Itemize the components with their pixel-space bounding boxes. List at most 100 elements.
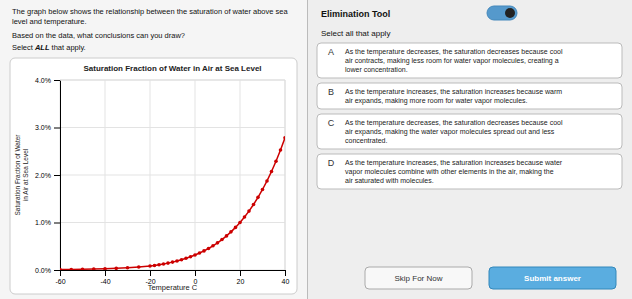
data-point: [175, 259, 179, 263]
x-axis-line: [61, 270, 286, 271]
submit-button-box[interactable]: [489, 267, 616, 289]
answer-option-box[interactable]: [317, 114, 622, 149]
elimination-tool-label: Elimination Tool: [321, 9, 390, 19]
x-tick-mark: [285, 270, 286, 276]
data-point: [229, 230, 233, 234]
data-point: [126, 266, 130, 270]
data-point: [103, 267, 107, 270]
x-tick: 40: [282, 270, 290, 285]
text-line: Based on the data, what conclusions can …: [12, 31, 185, 40]
data-point: [189, 255, 193, 259]
data-point: [238, 221, 242, 225]
data-point: [211, 244, 215, 248]
data-point: [202, 249, 206, 253]
y-grid-line: [60, 175, 285, 176]
y-tick: 3.0%: [35, 124, 60, 131]
select-bold: ALL: [34, 43, 50, 52]
toggle-knob[interactable]: [505, 8, 515, 18]
grid: [60, 80, 285, 270]
answer-option-text: As the temperature decreases, the satura…: [345, 48, 563, 73]
data-point: [207, 247, 211, 251]
text-line: in Air at Sea Level: [22, 148, 29, 201]
submit-button[interactable]: Submit answer: [489, 267, 616, 289]
skip-button-label: Skip For Now: [394, 274, 442, 283]
data-point: [157, 263, 161, 267]
data-point: [180, 258, 184, 262]
text-line: Saturation Fraction of Water: [14, 134, 21, 216]
plot-frame-top: [60, 80, 285, 81]
select-text: Select: [12, 43, 35, 52]
x-grid-line: [195, 80, 196, 270]
text-line: air expands, making the water vapor mole…: [345, 128, 555, 136]
x-tick-label: -40: [100, 278, 110, 285]
answer-option[interactable]: BAs the temperature increases, the satur…: [317, 83, 622, 109]
left-panel: [0, 0, 307, 299]
x-tick-mark: [195, 270, 196, 276]
plot-frame-right: [285, 80, 286, 270]
answer-option-text: As the temperature decreases, the satura…: [345, 119, 563, 144]
answer-option[interactable]: AAs the temperature decreases, the satur…: [317, 43, 622, 78]
data-point: [166, 261, 170, 265]
text-line: concentrated.: [345, 137, 387, 144]
data-point: [261, 188, 265, 192]
panel-divider: [307, 0, 308, 299]
toggle-switch[interactable]: [487, 6, 517, 20]
data-point: [279, 148, 283, 152]
x-grid-line: [285, 80, 286, 270]
x-grid-line: [105, 80, 106, 270]
data-point: [252, 203, 256, 207]
answer-option[interactable]: CAs the temperature decreases, the satur…: [317, 114, 622, 149]
answer-option[interactable]: D As the temperature increases, the satur…: [317, 154, 622, 189]
text-line: As the temperature decreases, the satura…: [345, 48, 563, 56]
data-point: [265, 179, 269, 183]
y-axis: 0.0%1.0%2.0%3.0%4.0%: [35, 77, 60, 274]
data-point: [234, 226, 238, 230]
y-tick-mark: [54, 175, 60, 176]
data-point: [225, 234, 229, 238]
y-tick-mark: [54, 80, 60, 81]
data-point: [216, 241, 220, 245]
text-line: The graph below shows the relationship b…: [12, 7, 288, 16]
answer-option-box[interactable]: [317, 83, 622, 109]
right-panel: [307, 0, 632, 299]
submit-button-label: Submit answer: [524, 274, 581, 283]
text-line: level and temperature.: [12, 17, 87, 26]
data-point: [153, 264, 157, 268]
answer-option-box[interactable]: [317, 154, 622, 189]
data-line: [60, 138, 285, 270]
y-grid-line: [60, 80, 285, 81]
y-tick: 4.0%: [35, 77, 60, 84]
toggle-track[interactable]: [487, 6, 517, 20]
y-tick-label: 1.0%: [35, 219, 51, 226]
x-tick-mark: [60, 270, 61, 276]
select-rest: that apply.: [50, 43, 86, 52]
x-tick-label: -60: [55, 278, 65, 285]
x-tick-mark: [240, 270, 241, 276]
answer-option-box[interactable]: [317, 43, 622, 78]
skip-button-box[interactable]: [365, 267, 472, 289]
data-point: [274, 159, 278, 163]
answer-option-letter: D: [328, 158, 335, 168]
x-tick: -40: [100, 270, 110, 285]
data-point: [81, 267, 85, 270]
data-point: [198, 251, 202, 255]
y-tick-label: 4.0%: [35, 77, 51, 84]
text-line: As the temperature increases, the satura…: [345, 88, 562, 96]
text-line: As the temperature increases, the satura…: [345, 159, 563, 167]
data-point: [220, 238, 224, 242]
y-tick-mark: [54, 270, 60, 271]
answer-option-text: As the temperature increases, the satura…: [345, 88, 562, 105]
data-point: [137, 265, 141, 269]
y-axis-title: Saturation Fraction of Waterin Air at Se…: [14, 134, 29, 216]
data-point: [184, 257, 188, 261]
select-all-label: Select all that apply: [321, 29, 390, 38]
text-line: As the temperature decreases, the satura…: [345, 119, 563, 127]
x-tick-mark: [150, 270, 151, 276]
skip-button[interactable]: Skip For Now: [365, 267, 472, 289]
question-text: Based on the data, what conclusions can …: [12, 31, 185, 40]
data-point: [247, 209, 251, 213]
data-point: [69, 268, 73, 270]
y-axis-line: [60, 81, 61, 271]
data-point: [283, 136, 285, 140]
x-grid-line: [150, 80, 151, 270]
